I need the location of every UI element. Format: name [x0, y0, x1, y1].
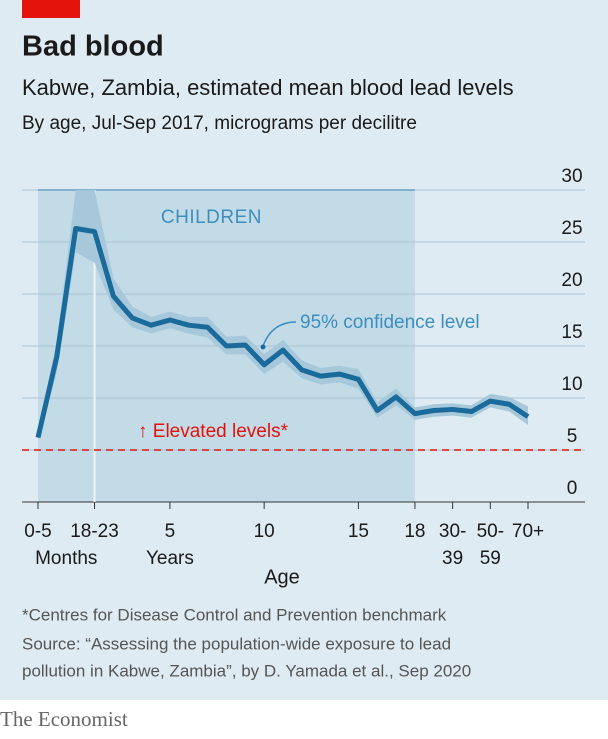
brand: The Economist: [0, 707, 128, 731]
x-tick-sublabel: 39: [442, 548, 463, 569]
band-label: 95% confidence level: [300, 312, 480, 333]
source: Source: “Assessing the population-wide e…: [22, 634, 451, 653]
x-tick-label: 50-: [477, 521, 504, 542]
reference-label: ↑ Elevated levels*: [138, 421, 289, 442]
confidence-band: [38, 190, 528, 442]
x-tick-label: 70+: [512, 521, 544, 542]
y-tick-label: 20: [561, 270, 582, 291]
x-tick-label: 15: [348, 521, 369, 542]
x-tick-sublabel: Years: [146, 548, 194, 569]
y-tick-label: 30: [561, 166, 582, 187]
y-tick-label: 25: [561, 218, 582, 239]
source: pollution in Kabwe, Zambia”, by D. Yamad…: [22, 661, 471, 680]
x-tick-label: 10: [254, 521, 275, 542]
x-tick-label: 5: [165, 521, 176, 542]
chart-subtitle: By age, Jul-Sep 2017, micrograms per dec…: [22, 113, 417, 134]
y-tick-label: 5: [567, 426, 578, 447]
x-tick-label: 18-23: [70, 521, 119, 542]
brand-tag: [22, 0, 80, 18]
annotation-dot: [260, 344, 266, 350]
footnote: *Centres for Disease Control and Prevent…: [22, 605, 447, 624]
annotation-pointer: [262, 321, 297, 347]
x-tick-label: 18: [404, 521, 425, 542]
chart-title: Bad blood: [22, 31, 164, 63]
chart-subtitle: Kabwe, Zambia, estimated mean blood lead…: [22, 75, 514, 100]
x-axis-label: Age: [264, 566, 300, 588]
region-label: CHILDREN: [161, 207, 262, 228]
y-tick-label: 0: [567, 478, 578, 499]
line: [35, 225, 530, 439]
y-tick-label: 15: [561, 322, 582, 343]
x-tick-sublabel: 59: [480, 548, 501, 569]
x-tick-label: 30-: [439, 521, 466, 542]
plot: CHILDREN 0 5 10 15 20 25 30 ↑ Elevated levels* 0-…: [22, 166, 585, 569]
x-tick-label: 0-5: [24, 521, 51, 542]
x-tick-sublabel: Months: [35, 548, 97, 569]
y-tick-label: 10: [561, 374, 582, 395]
